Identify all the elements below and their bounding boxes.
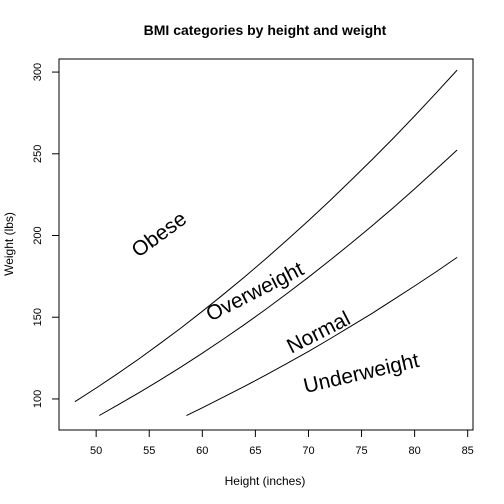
x-tick-label: 70	[302, 445, 314, 457]
plot-area	[58, 58, 474, 431]
y-axis-label: Weight (lbs)	[2, 212, 16, 276]
x-tick-label: 50	[90, 445, 102, 457]
bmi-boundary-line-2	[99, 149, 458, 416]
y-tick-label: 100	[32, 390, 44, 408]
x-tick-label: 60	[196, 445, 208, 457]
x-axis: 50 55 60 65 70 75 80 85	[90, 430, 474, 457]
bmi-boundary-line-3	[186, 256, 458, 417]
x-tick-label: 75	[355, 445, 367, 457]
y-tick-label: 150	[32, 308, 44, 326]
y-tick-label: 300	[32, 63, 44, 81]
y-axis: 100 150 200 250 300	[32, 63, 59, 408]
x-tick-label: 85	[462, 445, 474, 457]
x-tick-label: 80	[408, 445, 420, 457]
x-tick-label: 65	[249, 445, 261, 457]
x-tick-label: 55	[143, 445, 155, 457]
y-tick-label: 200	[32, 226, 44, 244]
y-tick-label: 250	[32, 145, 44, 163]
curve-group	[74, 69, 458, 417]
chart-title: BMI categories by height and weight	[144, 22, 387, 38]
region-label-normal: Normal	[283, 307, 354, 358]
region-label-obese: Obese	[127, 207, 191, 262]
region-label-underweight: Underweight	[301, 349, 421, 398]
bmi-boundary-line-1	[74, 69, 458, 403]
x-axis-label: Height (inches)	[225, 474, 306, 488]
